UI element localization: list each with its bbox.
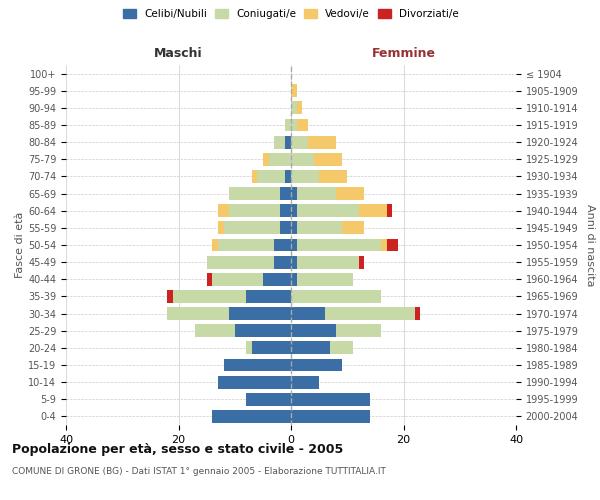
Bar xyxy=(206,256,274,268)
Bar xyxy=(308,136,336,148)
Bar xyxy=(280,204,291,217)
Bar xyxy=(291,358,341,372)
Bar xyxy=(223,222,280,234)
Bar xyxy=(291,170,319,183)
Bar xyxy=(218,376,291,388)
Bar xyxy=(291,136,308,148)
Bar xyxy=(336,324,381,337)
Bar xyxy=(291,342,331,354)
Bar xyxy=(291,256,296,268)
Bar xyxy=(212,238,218,252)
Bar xyxy=(381,238,386,252)
Bar xyxy=(359,256,364,268)
Bar xyxy=(257,170,286,183)
Bar xyxy=(291,273,296,285)
Bar xyxy=(291,324,336,337)
Bar xyxy=(196,324,235,337)
Bar xyxy=(291,290,381,303)
Legend: Celibi/Nubili, Coniugati/e, Vedovi/e, Divorziati/e: Celibi/Nubili, Coniugati/e, Vedovi/e, Di… xyxy=(123,9,459,19)
Bar xyxy=(325,307,415,320)
Text: COMUNE DI GRONE (BG) - Dati ISTAT 1° gennaio 2005 - Elaborazione TUTTITALIA.IT: COMUNE DI GRONE (BG) - Dati ISTAT 1° gen… xyxy=(12,468,386,476)
Bar xyxy=(223,358,291,372)
Bar xyxy=(291,222,296,234)
Bar xyxy=(269,153,291,166)
Bar xyxy=(296,204,359,217)
Bar xyxy=(229,204,280,217)
Bar xyxy=(229,187,280,200)
Bar xyxy=(286,170,291,183)
Bar xyxy=(291,118,296,132)
Y-axis label: Anni di nascita: Anni di nascita xyxy=(585,204,595,286)
Bar xyxy=(246,290,291,303)
Bar xyxy=(296,273,353,285)
Bar xyxy=(314,153,341,166)
Bar xyxy=(280,187,291,200)
Bar xyxy=(229,307,291,320)
Bar xyxy=(251,170,257,183)
Bar xyxy=(274,256,291,268)
Bar xyxy=(274,238,291,252)
Bar xyxy=(415,307,421,320)
Bar xyxy=(218,222,223,234)
Bar xyxy=(280,222,291,234)
Bar xyxy=(291,102,296,114)
Bar xyxy=(291,153,314,166)
Y-axis label: Fasce di età: Fasce di età xyxy=(15,212,25,278)
Bar xyxy=(286,118,291,132)
Bar xyxy=(291,187,296,200)
Bar xyxy=(296,102,302,114)
Bar xyxy=(218,238,274,252)
Bar xyxy=(296,118,308,132)
Bar xyxy=(274,136,286,148)
Bar xyxy=(167,307,229,320)
Bar xyxy=(296,238,381,252)
Bar xyxy=(246,393,291,406)
Bar xyxy=(341,222,364,234)
Bar xyxy=(296,256,359,268)
Bar xyxy=(319,170,347,183)
Bar xyxy=(359,204,386,217)
Bar xyxy=(286,136,291,148)
Bar xyxy=(386,204,392,217)
Bar xyxy=(212,410,291,423)
Bar xyxy=(263,153,269,166)
Bar xyxy=(336,187,364,200)
Bar xyxy=(251,342,291,354)
Text: Maschi: Maschi xyxy=(154,47,203,60)
Bar xyxy=(246,342,251,354)
Text: Popolazione per età, sesso e stato civile - 2005: Popolazione per età, sesso e stato civil… xyxy=(12,442,343,456)
Bar xyxy=(235,324,291,337)
Text: Femmine: Femmine xyxy=(371,47,436,60)
Bar xyxy=(212,273,263,285)
Bar xyxy=(291,238,296,252)
Bar xyxy=(291,204,296,217)
Bar xyxy=(291,376,319,388)
Bar xyxy=(291,410,370,423)
Bar xyxy=(291,393,370,406)
Bar xyxy=(291,84,296,97)
Bar xyxy=(331,342,353,354)
Bar xyxy=(206,273,212,285)
Bar xyxy=(296,222,341,234)
Bar xyxy=(386,238,398,252)
Bar xyxy=(291,307,325,320)
Bar xyxy=(173,290,246,303)
Bar xyxy=(263,273,291,285)
Bar xyxy=(218,204,229,217)
Bar xyxy=(167,290,173,303)
Bar xyxy=(296,187,336,200)
